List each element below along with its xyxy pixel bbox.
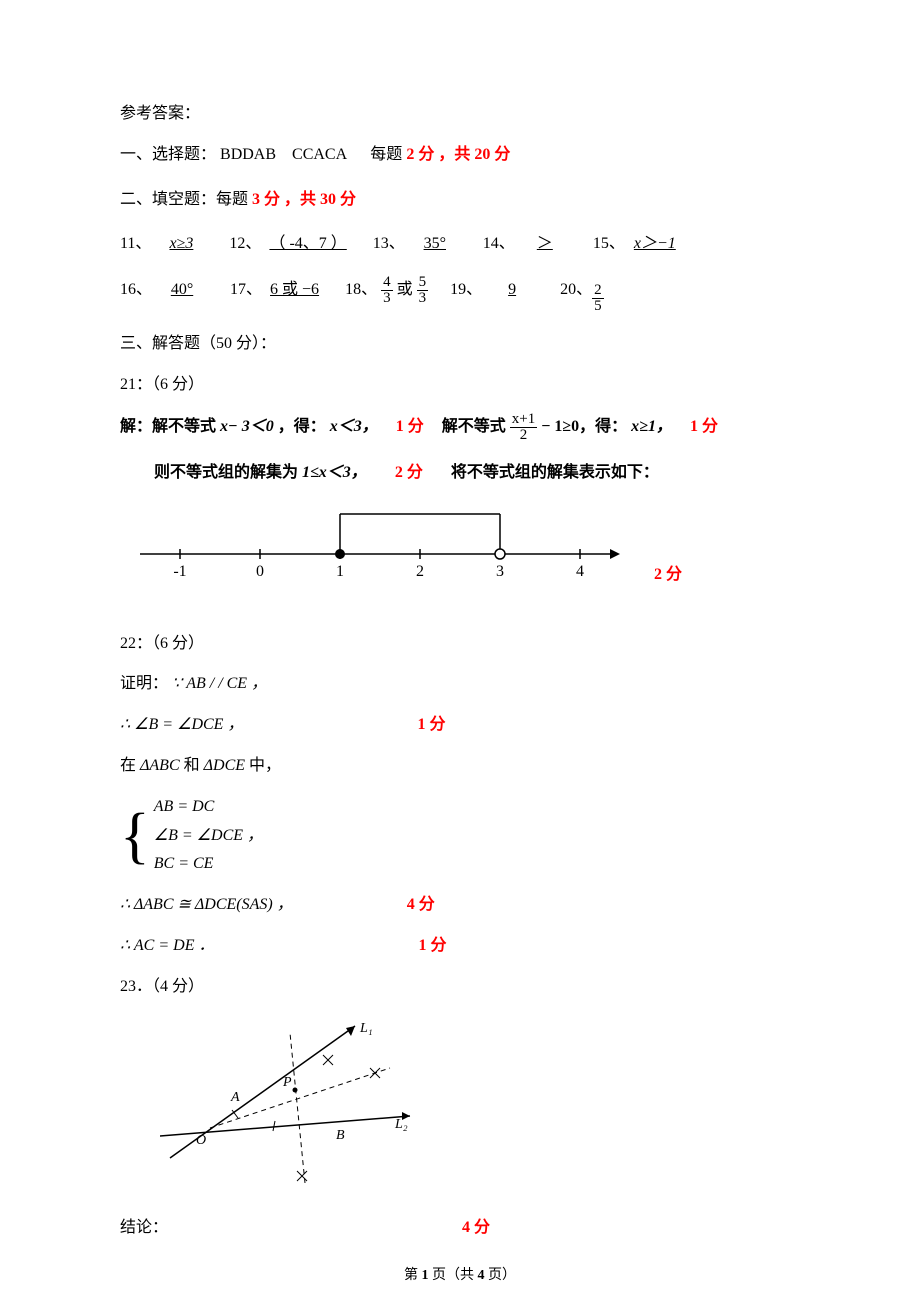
svg-text:-1: -1 — [173, 563, 186, 579]
q22-pts2: 4 分 — [407, 896, 435, 913]
svg-text:3: 3 — [496, 563, 504, 579]
q14-ans: ＞ — [515, 230, 575, 259]
q23-pts: 4 分 — [462, 1219, 490, 1236]
svg-text:O: O — [196, 1133, 206, 1148]
sec2-pts: 3 分 ，共 30 分 — [252, 191, 356, 208]
q21-line1: 解：解不等式 x− 3＜0 ，得： x＜3， 1 分 解不等式 x+12 − 1… — [120, 412, 800, 443]
q12-ans: （ -4、7 ） — [261, 230, 354, 259]
svg-text:P: P — [282, 1075, 292, 1090]
svg-text:B: B — [336, 1128, 345, 1143]
q21-frac: x+12 — [510, 412, 537, 443]
q22-line1: 证明： ∵ AB / / CE ， — [120, 670, 800, 699]
q19-ans: 9 — [482, 276, 542, 305]
q12-num: 12、 — [229, 230, 261, 259]
q22-line6: ∴ AC = DE ． 1 分 — [120, 932, 800, 961]
q21-line2: 则不等式组的解集为 1≤x＜3， 2 分 将不等式组的解集表示如下： — [120, 459, 800, 488]
q13-ans: 35° — [405, 230, 465, 259]
q22-pts3: 1 分 — [418, 937, 446, 954]
q21-pts3: 2 分 — [395, 464, 423, 481]
q18-frac-a: 43 — [381, 275, 393, 306]
q13-num: 13、 — [373, 230, 405, 259]
section-2: 二、填空题：每题 3 分 ，共 30 分 — [120, 186, 800, 215]
q22-line5: ∴ ΔABC ≅ ΔDCE(SAS) ， 4 分 — [120, 891, 800, 920]
section-1: 一、选择题： BDDAB CCACA 每题 2 分 ，共 20 分 — [120, 141, 800, 170]
q22-g1: AB = DC — [154, 793, 263, 822]
q18-num: 18、 — [345, 276, 377, 305]
q22-g3: BC = CE — [154, 850, 263, 879]
fill-row-1: 11、x≥3 12、（ -4、7 ） 13、35° 14、＞ 15、x＞−1 — [120, 230, 800, 259]
sec1-pts: 2 分 ，共 20 分 — [406, 146, 510, 163]
q23-diagram: O A B P L₁ L₂ — [160, 1018, 800, 1199]
svg-text:4: 4 — [576, 563, 584, 579]
q20-num: 20、 — [560, 276, 592, 305]
q22-brace-group: { AB = DC ∠B = ∠DCE ， BC = CE — [120, 793, 800, 879]
q21-pts1: 1 分 — [396, 418, 424, 435]
svg-text:L₁: L₁ — [359, 1021, 373, 1036]
q18-frac-b: 53 — [417, 275, 429, 306]
fill-row-2: 16、40° 17、6 或 −6 18、 43 或 53 19、9 20、 25 — [120, 275, 800, 314]
q21-pts4: 2 分 — [654, 566, 682, 583]
q23-conclusion: 结论： 4 分 — [120, 1214, 800, 1243]
q15-ans: x＞−1 — [625, 230, 685, 259]
q23-title: 23．（4 分） — [120, 973, 800, 1002]
svg-text:A: A — [230, 1090, 240, 1105]
q17-num: 17、 — [230, 276, 262, 305]
q22-g2: ∠B = ∠DCE ， — [154, 822, 263, 851]
q21-pts2: 1 分 — [690, 418, 718, 435]
page-footer: 第 1 页（共 4 页） — [120, 1263, 800, 1288]
sec1-pts-label: 每题 — [370, 146, 406, 163]
svg-text:2: 2 — [416, 563, 424, 579]
q22-pts1: 1 分 — [417, 716, 445, 733]
q19-num: 19、 — [450, 276, 482, 305]
q16-num: 16、 — [120, 276, 152, 305]
svg-text:1: 1 — [336, 563, 344, 579]
number-line-diagram: -1 0 1 2 3 4 2 分 — [140, 504, 800, 590]
q11-ans: x≥3 — [151, 230, 211, 259]
sec2-label: 二、填空题：每题 — [120, 191, 252, 208]
q22-line2: ∴ ∠B = ∠DCE ， 1 分 — [120, 711, 800, 740]
q22-title: 22：（6 分） — [120, 630, 800, 659]
q17-ans: 6 或 −6 — [262, 276, 327, 305]
q15-num: 15、 — [593, 230, 625, 259]
svg-text:L₂: L₂ — [394, 1117, 408, 1132]
q11-num: 11、 — [120, 230, 151, 259]
q22-line3: 在 ΔABC 和 ΔDCE 中， — [120, 752, 800, 781]
q21-title: 21：（6 分） — [120, 371, 800, 400]
answer-header: 参考答案： — [120, 100, 800, 129]
sec1-answers: BDDAB CCACA — [220, 146, 346, 163]
q14-num: 14、 — [483, 230, 515, 259]
q20-frac: 25 — [592, 283, 604, 314]
section-3: 三、解答题（50 分）： — [120, 330, 800, 359]
q16-ans: 40° — [152, 276, 212, 305]
svg-text:0: 0 — [256, 563, 264, 579]
sec1-label: 一、选择题： — [120, 146, 216, 163]
